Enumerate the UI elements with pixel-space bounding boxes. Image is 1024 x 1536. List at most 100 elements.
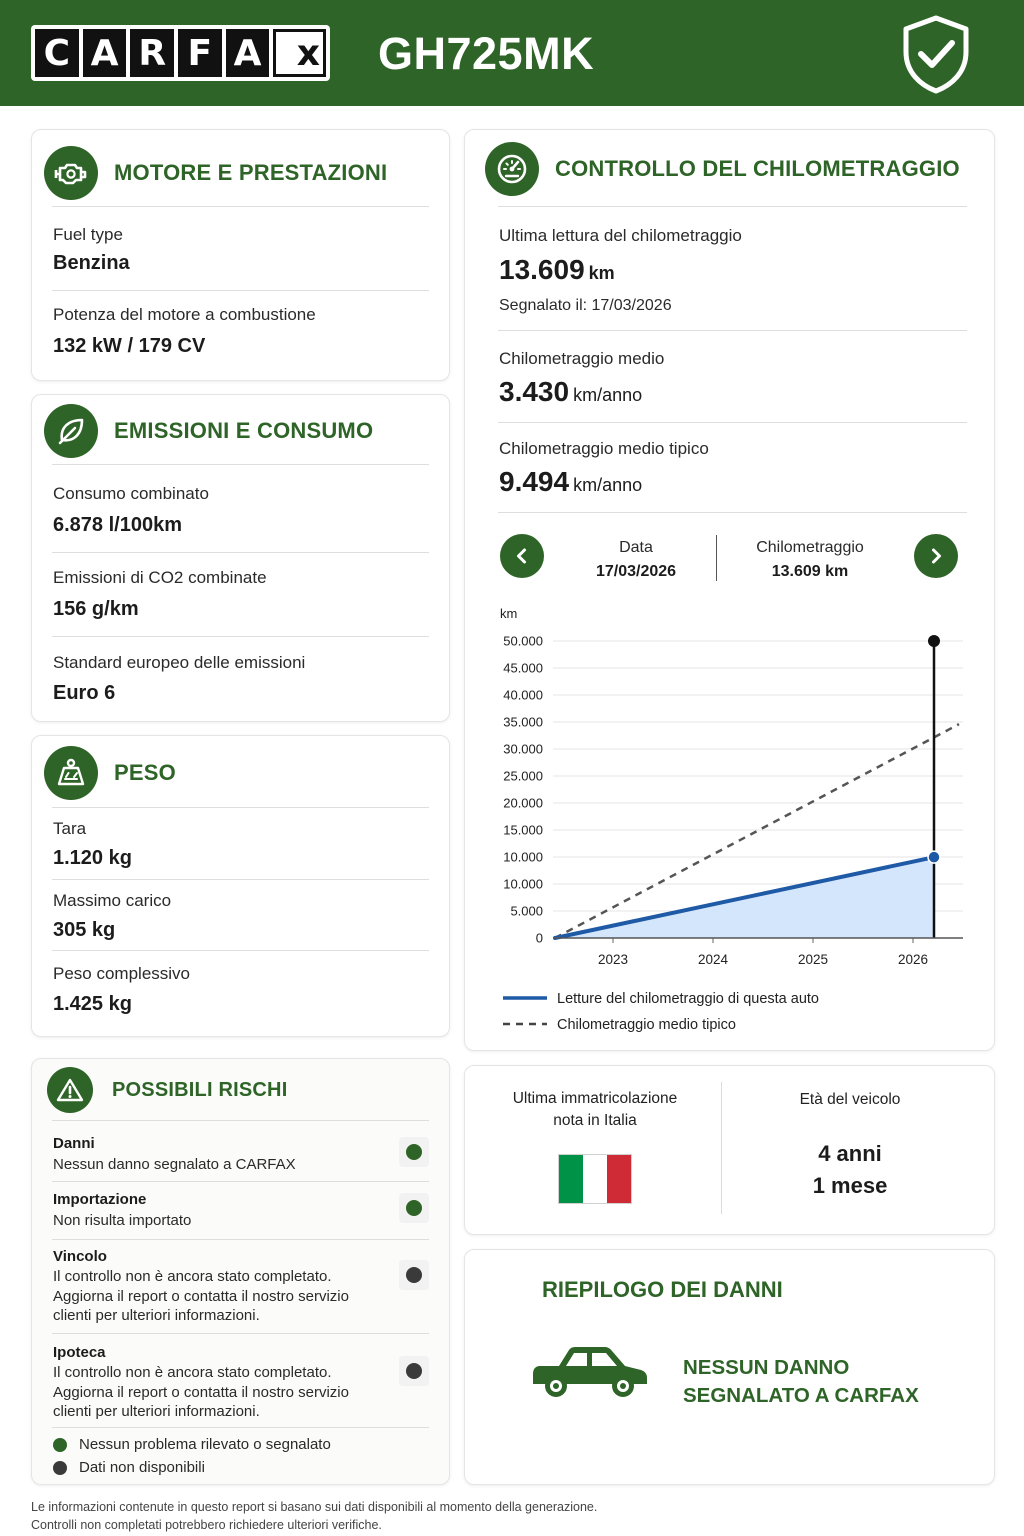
legend-ok-label: Nessun problema rilevato o segnalato bbox=[79, 1436, 331, 1453]
max-load-value: 305 kg bbox=[53, 919, 116, 941]
avg-mileage-value: 3.430 km/anno bbox=[499, 376, 642, 408]
marker-top-point bbox=[928, 635, 940, 647]
emissions-title: EMISSIONI E CONSUMO bbox=[114, 418, 374, 443]
fuel-type-value: Benzina bbox=[53, 252, 130, 274]
next-reading-button[interactable] bbox=[914, 534, 958, 578]
emission-standard-label: Standard europeo delle emissioni bbox=[53, 653, 306, 672]
emission-standard-value: Euro 6 bbox=[53, 682, 116, 704]
y-tick-label: 45.000 bbox=[503, 661, 543, 676]
legend-dot-na bbox=[53, 1460, 67, 1475]
vehicle-age-months: 1 mese bbox=[812, 1173, 888, 1198]
status-dot-na bbox=[406, 1267, 422, 1283]
y-tick-label: 40.000 bbox=[503, 688, 543, 703]
scale-icon bbox=[44, 746, 98, 800]
status-dot-ok bbox=[406, 1200, 422, 1216]
last-reading-unit: km bbox=[588, 263, 615, 283]
logo-letter: A bbox=[225, 29, 270, 77]
risk-desc-lien: Il controllo non è ancora stato completa… bbox=[53, 1268, 349, 1324]
tare-label: Tara bbox=[53, 819, 87, 838]
total-weight-label: Peso complessivo bbox=[53, 964, 191, 983]
nav-date-label: Data bbox=[619, 539, 653, 556]
x-tick-label: 2025 bbox=[798, 952, 828, 967]
footer-line-1: Le informazioni contenute in questo repo… bbox=[31, 1500, 598, 1514]
risk-desc-damage: Nessun danno segnalato a CARFAX bbox=[53, 1156, 296, 1173]
divider bbox=[498, 206, 967, 207]
divider bbox=[52, 1120, 429, 1121]
chart-legend: Letture del chilometraggio di questa aut… bbox=[503, 991, 819, 1033]
logo-letter: A bbox=[82, 29, 127, 77]
engine-title: MOTORE E PRESTAZIONI bbox=[114, 160, 388, 185]
divider bbox=[52, 464, 429, 465]
vehicle-age-years: 4 anni bbox=[818, 1141, 882, 1166]
prev-reading-button[interactable] bbox=[500, 534, 544, 578]
nav-km-value: 13.609 km bbox=[771, 563, 849, 580]
status-indicator bbox=[399, 1260, 429, 1290]
x-tick-label: 2024 bbox=[698, 952, 729, 967]
legend-na-label: Dati non disponibili bbox=[79, 1459, 205, 1476]
series-line-actual bbox=[553, 855, 936, 940]
status-indicator bbox=[399, 1193, 429, 1223]
y-tick-label: 25.000 bbox=[503, 769, 543, 784]
typical-mileage-number: 9.494 bbox=[499, 466, 570, 497]
logo-letter: R bbox=[130, 29, 175, 77]
y-tick-label: 30.000 bbox=[503, 742, 543, 757]
divider bbox=[498, 512, 967, 513]
italy-flag-icon bbox=[558, 1154, 632, 1204]
damage-summary-message: NESSUN DANNO SEGNALATO A CARFAX bbox=[683, 1354, 919, 1410]
last-reading-value: 13.609 km bbox=[499, 254, 615, 286]
divider bbox=[52, 206, 429, 207]
typical-mileage-label: Chilometraggio medio tipico bbox=[499, 439, 709, 458]
typical-mileage-value: 9.494 km/anno bbox=[499, 466, 642, 498]
report-header: C A R F A x GH725MK bbox=[0, 0, 1024, 106]
y-tick-label: 5.000 bbox=[510, 904, 543, 919]
risk-title-lien: Vincolo bbox=[53, 1248, 107, 1265]
status-dot-na bbox=[406, 1363, 422, 1379]
legend-ok: Nessun problema rilevato o segnalato bbox=[53, 1436, 331, 1453]
legend-label-actual: Letture del chilometraggio di questa aut… bbox=[557, 991, 819, 1007]
divider bbox=[498, 422, 967, 423]
x-tick-label: 2023 bbox=[598, 952, 628, 967]
y-tick-label: 10.000 bbox=[503, 850, 543, 865]
divider bbox=[52, 636, 429, 637]
mileage-chart: km 50.000 45.000 40.000 35.000 30.000 25.000 2… bbox=[500, 606, 963, 1033]
chevron-left-icon bbox=[517, 548, 526, 564]
leaf-icon bbox=[44, 404, 98, 458]
damage-summary-card: RIEPILOGO DEI DANNI NESSUN DANNO SEGNALA… bbox=[464, 1249, 995, 1485]
risks-title: POSSIBILI RISCHI bbox=[112, 1078, 288, 1101]
max-load-label: Massimo carico bbox=[53, 891, 172, 910]
legend-label-typical: Chilometraggio medio tipico bbox=[557, 1017, 736, 1033]
divider bbox=[52, 552, 429, 553]
avg-mileage-unit: km/anno bbox=[573, 385, 643, 405]
y-tick-label: 35.000 bbox=[503, 715, 543, 730]
series-point-actual bbox=[927, 850, 941, 864]
divider bbox=[52, 879, 429, 880]
last-reading-label: Ultima lettura del chilometraggio bbox=[499, 226, 742, 245]
weight-title: PESO bbox=[114, 760, 176, 785]
consumption-value: 6.878 l/100km bbox=[53, 514, 182, 536]
engine-card: MOTORE E PRESTAZIONI Fuel type Benzina P… bbox=[31, 129, 450, 381]
y-tick-label: 50.000 bbox=[503, 634, 543, 649]
status-indicator bbox=[399, 1356, 429, 1386]
legend-na: Dati non disponibili bbox=[53, 1459, 205, 1476]
consumption-label: Consumo combinato bbox=[53, 484, 209, 503]
x-tick-label: 2026 bbox=[898, 952, 928, 967]
damage-message-line2: SEGNALATO A CARFAX bbox=[683, 1384, 919, 1407]
license-plate: GH725MK bbox=[378, 28, 595, 79]
divider bbox=[52, 807, 429, 808]
divider bbox=[52, 290, 429, 291]
risk-desc-mortgage: Il controllo non è ancora stato completa… bbox=[53, 1364, 349, 1420]
legend-dot-ok bbox=[53, 1437, 67, 1452]
y-axis-unit: km bbox=[500, 606, 517, 621]
y-tick-label: 20.000 bbox=[503, 796, 543, 811]
footer-disclaimer: Le informazioni contenute in questo repo… bbox=[31, 1498, 597, 1534]
nav-km-label: Chilometraggio bbox=[756, 539, 864, 556]
weight-card: PESO Tara 1.120 kg Massimo carico 305 kg… bbox=[31, 735, 450, 1037]
divider bbox=[498, 330, 967, 331]
divider bbox=[52, 1333, 429, 1334]
car-icon bbox=[533, 1347, 647, 1397]
risk-desc-import: Non risulta importato bbox=[53, 1212, 192, 1229]
reported-date: Segnalato il: 17/03/2026 bbox=[499, 297, 672, 314]
typical-mileage-unit: km/anno bbox=[573, 475, 643, 495]
divider bbox=[52, 1181, 429, 1182]
nav-km: Chilometraggio 13.609 km bbox=[731, 539, 889, 581]
